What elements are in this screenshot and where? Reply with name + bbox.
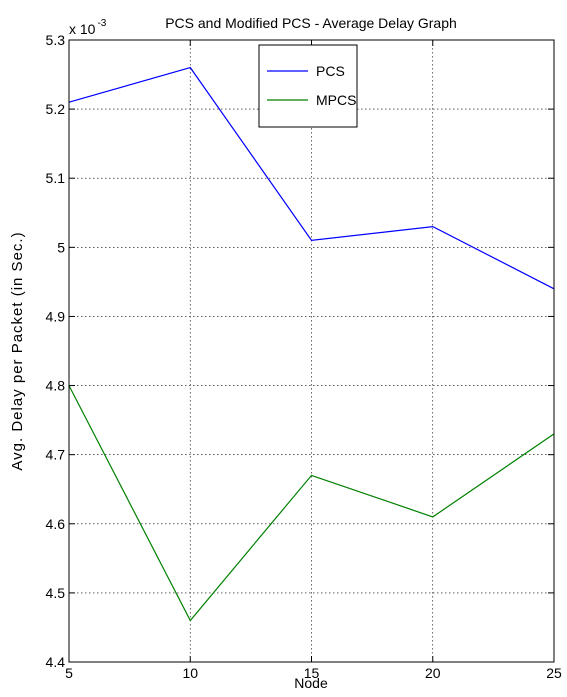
y-tick-label: 4.7 [46, 447, 66, 463]
y-tick-label: 5.1 [46, 170, 66, 186]
y-tick-label: 4.9 [46, 308, 66, 324]
y-tick-label: 5.3 [46, 32, 66, 48]
y-tick-label: 5 [57, 239, 65, 255]
legend-label-pcs: PCS [316, 63, 345, 79]
x-tick-label: 5 [65, 665, 73, 681]
series-line-pcs [68, 66, 555, 290]
x-tick-label: 15 [304, 665, 320, 681]
x-tick-label: 10 [182, 665, 198, 681]
y-tick-label: 5.2 [46, 101, 66, 117]
x-axis-label: Node [294, 675, 328, 691]
series-line-mpcs [68, 385, 555, 622]
y-tick-label: 4.8 [46, 378, 66, 394]
y-axis-label: Avg. Delay per Packet (in Sec.) [9, 231, 26, 470]
y-tick-label: 4.5 [46, 585, 66, 601]
axis-ticks: 5 10 15 20 25 4.4 4.5 4.6 4.7 4.8 4.9 5 5.1 5.2 5.3 [46, 32, 562, 681]
y-tick-label: 4.4 [46, 654, 66, 670]
y-multiplier-base: x 10 [69, 21, 96, 37]
legend-label-mpcs: MPCS [316, 92, 356, 108]
legend: PCS MPCS [258, 44, 358, 128]
series-lines [68, 66, 555, 622]
grid-lines [69, 40, 554, 662]
legend-box [258, 44, 358, 128]
y-tick-label: 4.6 [46, 516, 66, 532]
x-tick-label: 25 [546, 665, 562, 681]
y-multiplier: x 10 -3 [69, 18, 107, 37]
chart-title: PCS and Modified PCS - Average Delay Gra… [165, 15, 457, 31]
y-multiplier-exponent: -3 [97, 18, 106, 29]
x-tick-label: 20 [425, 665, 441, 681]
